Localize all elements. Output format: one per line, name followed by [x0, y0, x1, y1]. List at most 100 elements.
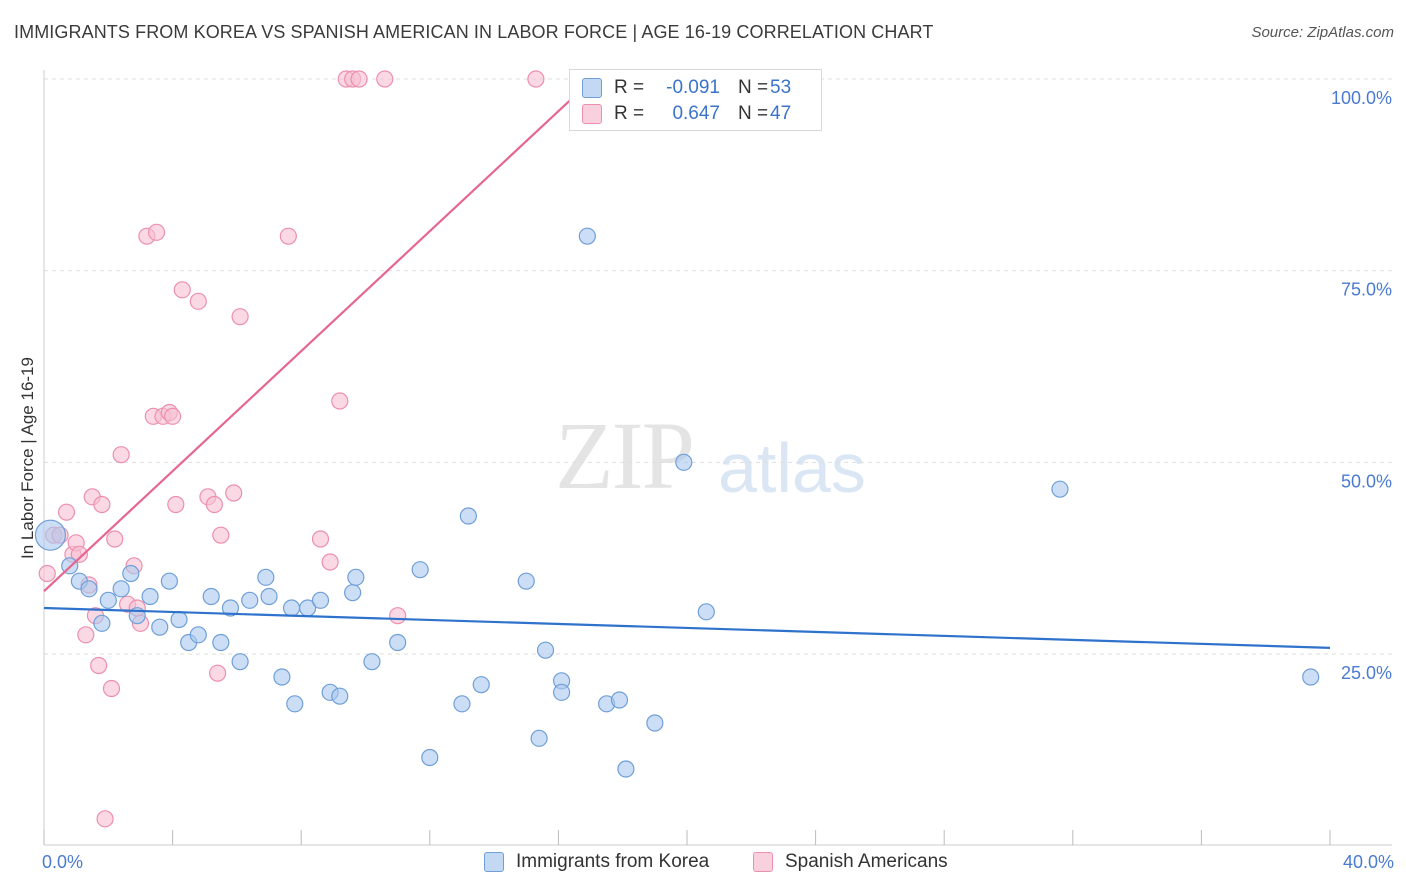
legend-swatch-spanish [753, 852, 773, 872]
legend-n-value-spanish: 47 [770, 103, 792, 124]
spanish-point [331, 392, 349, 410]
legend-n-label: N = [738, 77, 769, 98]
watermark-atlas: atlas [718, 429, 866, 507]
spanish-point [106, 530, 124, 548]
korea-point [453, 695, 471, 713]
spanish-trendline [43, 74, 598, 592]
y-tick-label: 100.0% [1331, 88, 1392, 108]
legend-swatch-korea [484, 852, 504, 872]
korea-point [331, 687, 349, 705]
watermark-zip: ZIP [555, 402, 695, 509]
spanish-point [311, 530, 330, 548]
spanish-point [38, 564, 56, 583]
spanish-point [389, 607, 407, 625]
korea-point [578, 227, 596, 245]
spanish-point [96, 810, 114, 828]
spanish-point [376, 70, 394, 88]
legend-r-label: R = [614, 77, 645, 98]
korea-point [411, 561, 429, 579]
chart-title: IMMIGRANTS FROM KOREA VS SPANISH AMERICA… [14, 22, 934, 42]
spanish-point [209, 664, 227, 682]
korea-point [697, 603, 715, 621]
spanish-point [231, 308, 249, 326]
korea-point [257, 568, 275, 586]
legend-n-value-korea: 53 [770, 77, 792, 98]
korea-point [347, 568, 365, 586]
legend-label-korea: Immigrants from Korea [516, 851, 710, 872]
spanish-point [102, 679, 121, 698]
spanish-point [225, 484, 243, 502]
stats-legend: R = -0.091 N = 53 R = 0.647 N = 47 [569, 69, 822, 131]
x-tick-label-min: 0.0% [42, 852, 84, 872]
y-tick-label: 25.0% [1341, 663, 1392, 683]
legend-r-value-korea: -0.091 [666, 77, 720, 98]
spanish-point [90, 656, 108, 675]
legend-item-spanish[interactable]: Spanish Americans [753, 851, 948, 873]
korea-point [80, 580, 98, 598]
korea-point [273, 668, 291, 686]
spanish-point [527, 70, 545, 88]
legend-label-spanish: Spanish Americans [785, 851, 948, 872]
spanish-point [173, 281, 191, 299]
korea-point [282, 599, 301, 617]
spanish-point [147, 223, 166, 241]
legend-row-spanish: R = 0.647 N = 47 [582, 102, 791, 126]
spanish-point [167, 495, 185, 514]
spanish-point [350, 70, 368, 88]
korea-point [122, 564, 140, 583]
spanish-point [205, 495, 223, 514]
korea-point [646, 714, 664, 732]
korea-point [617, 760, 635, 778]
spanish-point [321, 553, 339, 571]
spanish-point [189, 292, 207, 310]
spanish-point [93, 495, 111, 514]
korea-trendline [43, 606, 1331, 649]
legend-swatch-korea [582, 78, 602, 98]
series-legend: Immigrants from Korea Spanish Americans [0, 851, 1406, 879]
korea-point [530, 729, 548, 747]
korea-point [311, 591, 330, 609]
korea-point [517, 572, 535, 590]
korea-point [221, 599, 240, 617]
korea-point [553, 683, 571, 701]
source-label: Source: ZipAtlas.com [1251, 24, 1394, 41]
korea-point [241, 591, 259, 609]
spanish-point [77, 626, 95, 644]
korea-point [536, 641, 555, 659]
korea-point [212, 633, 230, 652]
korea-point [112, 580, 130, 598]
korea-point [459, 507, 477, 525]
y-tick-label: 75.0% [1341, 280, 1392, 300]
spanish-point [279, 227, 297, 245]
spanish-point [57, 503, 76, 521]
legend-r-value-spanish: 0.647 [672, 103, 720, 124]
spanish-point [212, 526, 230, 544]
korea-point [170, 610, 188, 629]
korea-point [151, 618, 169, 636]
legend-n-label: N = [738, 103, 769, 124]
korea-point [1302, 668, 1320, 686]
korea-point [231, 653, 249, 671]
korea-point [93, 614, 111, 632]
korea-point [421, 748, 439, 767]
korea-point [189, 626, 207, 644]
korea-point [344, 584, 362, 602]
korea-point [675, 453, 693, 471]
korea-point [99, 591, 117, 609]
spanish-point [112, 446, 130, 464]
spanish-point [164, 407, 182, 425]
korea-point [260, 587, 278, 606]
korea-point [472, 676, 490, 694]
y-tick-label: 50.0% [1341, 471, 1392, 491]
legend-row-korea: R = -0.091 N = 53 [582, 76, 791, 100]
korea-point [363, 653, 381, 671]
korea-point [34, 519, 67, 551]
korea-point [141, 587, 159, 606]
x-tick-label-max: 40.0% [1342, 852, 1394, 872]
spanish-point [70, 545, 88, 563]
legend-swatch-spanish [582, 104, 602, 124]
korea-point [160, 572, 178, 590]
legend-item-korea[interactable]: Immigrants from Korea [484, 851, 709, 873]
legend-r-label: R = [614, 103, 645, 124]
